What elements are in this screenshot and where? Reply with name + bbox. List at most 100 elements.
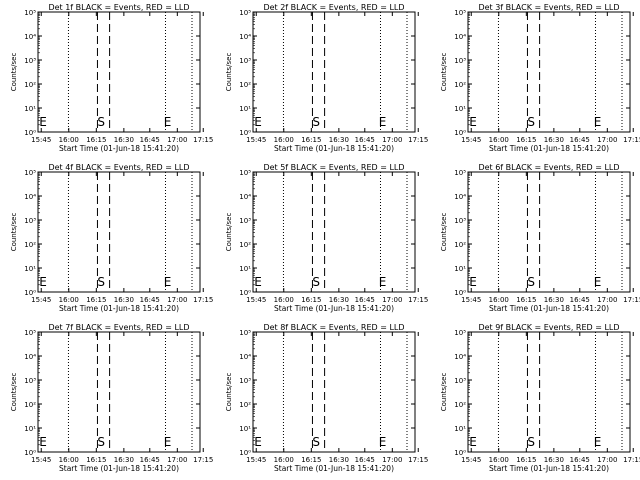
y-tick-label: 10³ [454, 217, 466, 225]
y-tick-label: 10⁵ [239, 169, 251, 177]
marker-label: E [379, 115, 387, 129]
x-tick-label: 15:45 [31, 296, 51, 304]
marker-label: E [164, 275, 172, 289]
x-tick-label: 16:15 [86, 296, 106, 304]
y-tick-label: 10⁰ [239, 289, 251, 297]
y-tick-label: 10⁵ [239, 329, 251, 337]
marker-label: S [312, 435, 320, 449]
x-tick-label: 17:00 [167, 136, 187, 144]
x-tick-label: 16:45 [570, 456, 590, 464]
x-tick-label: 16:00 [489, 296, 509, 304]
y-tick-label: 10³ [24, 57, 36, 65]
x-tick-label: 17:15 [408, 456, 428, 464]
y-tick-label: 10⁴ [239, 353, 251, 361]
x-tick-label: 15:45 [31, 136, 51, 144]
x-axis-label: Start Time (01-Jun-18 15:41:20) [59, 464, 179, 473]
x-tick-label: 16:15 [301, 296, 321, 304]
marker-label: E [594, 275, 602, 289]
marker-label: E [254, 115, 262, 129]
panel-title: Det 4f BLACK = Events, RED = LLD [48, 163, 189, 172]
plot-frame [467, 11, 631, 133]
y-tick-label: 10¹ [454, 425, 466, 433]
x-tick-label: 16:45 [355, 136, 375, 144]
plot-frame [252, 171, 416, 293]
y-tick-label: 10¹ [24, 105, 36, 113]
y-tick-label: 10⁴ [24, 193, 36, 201]
panel-title: Det 9f BLACK = Events, RED = LLD [478, 323, 619, 332]
plot-frame [37, 331, 201, 453]
y-tick-label: 10⁴ [24, 353, 36, 361]
x-tick-label: 16:00 [274, 136, 294, 144]
x-tick-label: 16:30 [544, 136, 564, 144]
x-tick-label: 16:45 [355, 296, 375, 304]
y-tick-label: 10³ [239, 57, 251, 65]
marker-label: S [97, 115, 105, 129]
x-tick-label: 17:15 [623, 296, 640, 304]
y-tick-label: 10¹ [454, 105, 466, 113]
y-tick-label: 10⁵ [454, 9, 466, 17]
x-tick-label: 16:00 [489, 136, 509, 144]
x-tick-label: 17:15 [193, 456, 213, 464]
detector-panel: Det 2f BLACK = Events, RED = LLD 10⁰ 10¹ 10… [225, 3, 428, 153]
y-axis-label: Counts/sec [10, 213, 18, 252]
x-axis-label: Start Time (01-Jun-18 15:41:20) [274, 144, 394, 153]
detector-panel: Det 3f BLACK = Events, RED = LLD 10⁰ 10¹ 10… [440, 3, 640, 153]
y-tick-label: 10⁰ [454, 129, 466, 137]
y-tick-label: 10⁰ [24, 289, 36, 297]
marker-label: S [312, 275, 320, 289]
marker-label: E [379, 275, 387, 289]
x-tick-label: 16:30 [329, 456, 349, 464]
detector-panel: Det 5f BLACK = Events, RED = LLD 10⁰ 10¹ 10… [225, 163, 428, 313]
marker-label: S [527, 115, 535, 129]
x-tick-label: 17:00 [382, 136, 402, 144]
marker-label: S [97, 275, 105, 289]
marker-label: E [164, 115, 172, 129]
y-tick-label: 10² [239, 241, 251, 249]
y-tick-label: 10² [24, 241, 36, 249]
x-axis-label: Start Time (01-Jun-18 15:41:20) [489, 464, 609, 473]
y-tick-label: 10⁵ [24, 329, 36, 337]
x-tick-label: 17:15 [193, 296, 213, 304]
y-axis-label: Counts/sec [225, 53, 233, 92]
x-tick-label: 16:15 [86, 456, 106, 464]
detector-panel: Det 4f BLACK = Events, RED = LLD 10⁰ 10¹ 10… [10, 163, 213, 313]
y-tick-label: 10¹ [239, 265, 251, 273]
x-tick-label: 16:30 [114, 136, 134, 144]
x-tick-label: 16:30 [114, 456, 134, 464]
x-tick-label: 15:45 [246, 136, 266, 144]
x-axis-label: Start Time (01-Jun-18 15:41:20) [489, 304, 609, 313]
x-tick-label: 17:00 [597, 456, 617, 464]
y-tick-label: 10⁴ [454, 193, 466, 201]
x-tick-label: 15:45 [461, 456, 481, 464]
x-tick-label: 16:15 [301, 456, 321, 464]
y-tick-label: 10⁰ [24, 129, 36, 137]
x-tick-label: 16:15 [86, 136, 106, 144]
x-tick-label: 16:45 [140, 296, 160, 304]
x-axis-label: Start Time (01-Jun-18 15:41:20) [274, 304, 394, 313]
marker-label: E [254, 275, 262, 289]
y-tick-label: 10² [454, 241, 466, 249]
y-axis-label: Counts/sec [225, 373, 233, 412]
y-tick-label: 10⁴ [239, 33, 251, 41]
x-tick-label: 16:30 [544, 456, 564, 464]
y-tick-label: 10⁵ [24, 9, 36, 17]
x-tick-label: 16:30 [329, 136, 349, 144]
x-tick-label: 16:15 [301, 136, 321, 144]
y-axis-label: Counts/sec [10, 373, 18, 412]
marker-label: E [594, 435, 602, 449]
y-tick-label: 10⁰ [239, 129, 251, 137]
y-tick-label: 10³ [239, 217, 251, 225]
x-tick-label: 16:30 [329, 296, 349, 304]
plot-frame [252, 11, 416, 133]
marker-label: E [469, 435, 477, 449]
x-tick-label: 17:15 [193, 136, 213, 144]
x-tick-label: 17:15 [623, 456, 640, 464]
x-axis-label: Start Time (01-Jun-18 15:41:20) [489, 144, 609, 153]
y-tick-label: 10⁰ [454, 289, 466, 297]
x-tick-label: 16:45 [140, 456, 160, 464]
x-axis-label: Start Time (01-Jun-18 15:41:20) [274, 464, 394, 473]
x-tick-label: 16:15 [516, 456, 536, 464]
x-tick-label: 16:00 [274, 296, 294, 304]
x-tick-label: 17:15 [623, 136, 640, 144]
x-tick-label: 16:15 [516, 136, 536, 144]
